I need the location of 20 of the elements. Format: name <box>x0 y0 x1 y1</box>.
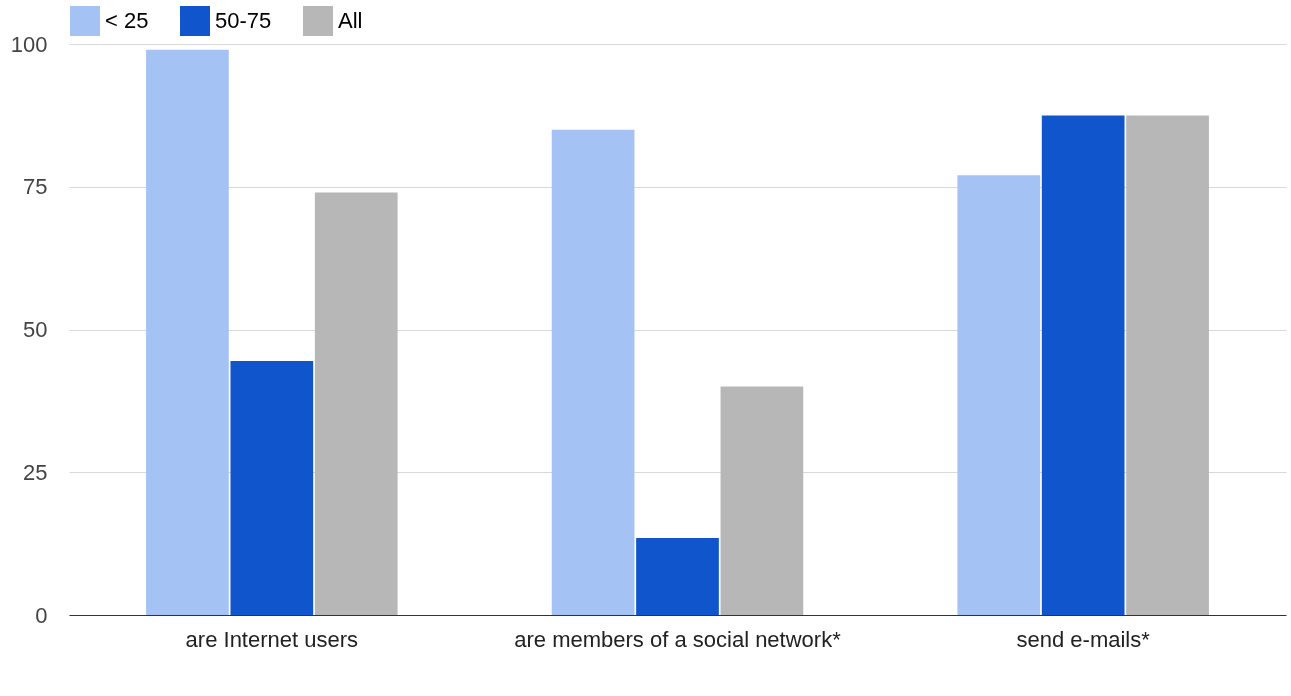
y-tick-label: 0 <box>35 602 48 628</box>
legend-label: 50-75 <box>215 8 272 33</box>
bar <box>957 175 1041 615</box>
bar <box>720 386 804 615</box>
bar <box>230 360 314 615</box>
y-tick-label: 100 <box>10 31 48 57</box>
legend-label: All <box>338 8 363 33</box>
bar <box>1041 115 1125 615</box>
y-tick-label: 25 <box>23 459 48 485</box>
bar <box>1126 115 1209 615</box>
y-tick-label: 75 <box>23 174 48 200</box>
bar <box>314 192 398 615</box>
legend-label: < 25 <box>105 8 149 33</box>
bar <box>551 129 635 615</box>
bar <box>636 537 719 615</box>
x-tick-label: send e-mails* <box>1016 626 1151 652</box>
x-tick-label: are members of a social network* <box>514 626 842 652</box>
bar <box>146 49 229 615</box>
x-tick-label: are Internet users <box>185 626 359 652</box>
y-tick-label: 50 <box>23 317 48 342</box>
